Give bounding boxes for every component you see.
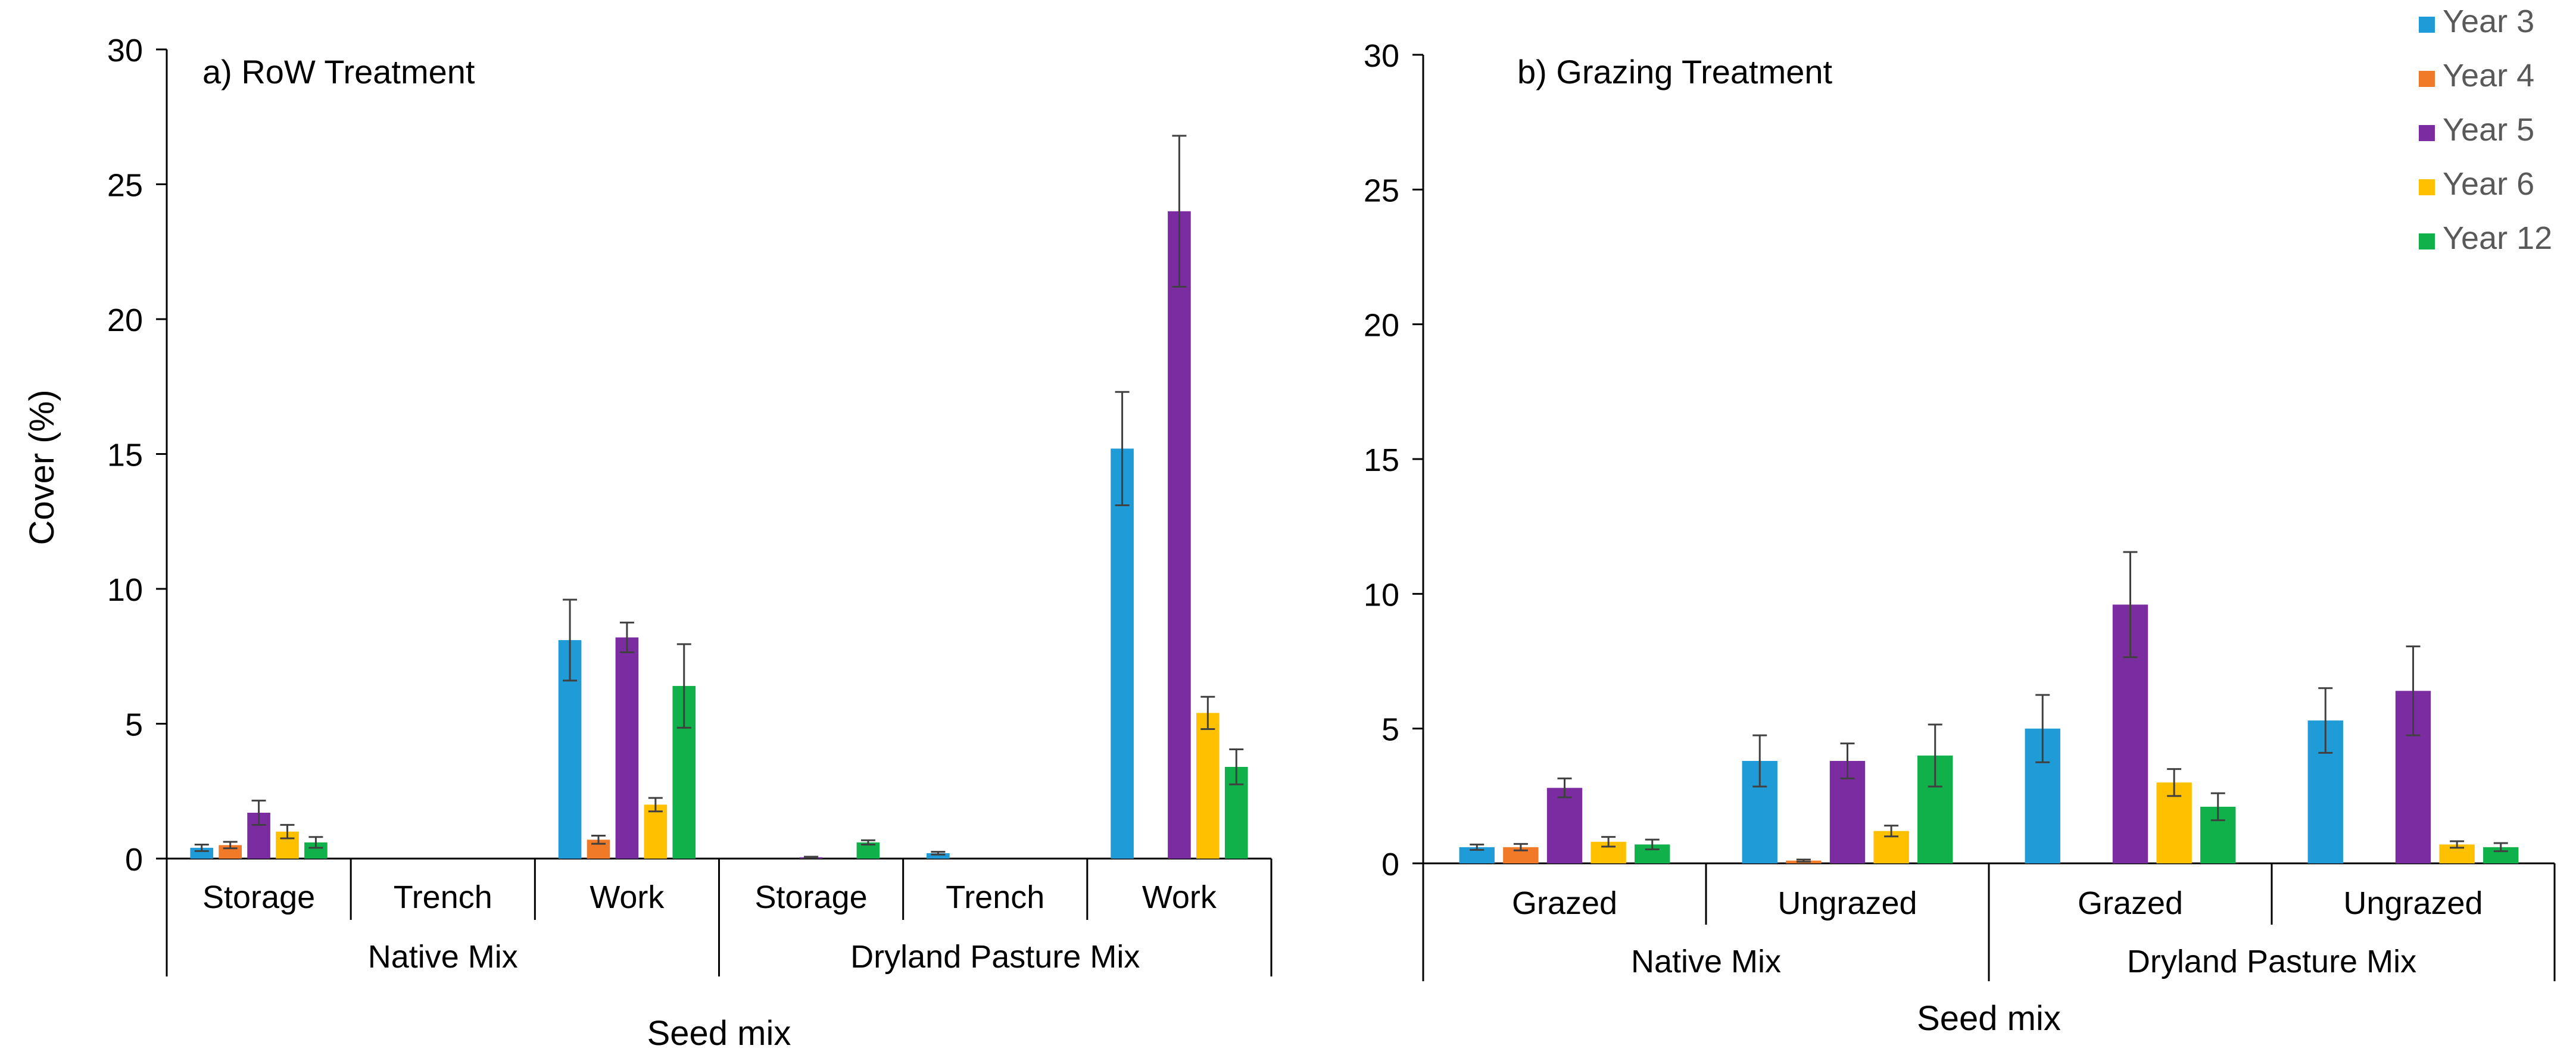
- p0-x-tick-label-native-mix-storage: Storage: [202, 879, 315, 915]
- legend-label-year-6: Year 6: [2443, 166, 2534, 202]
- panel-grazing-treatment: b) Grazing Treatment 0 5 10 15 20 25 30 Grazed Un…: [1364, 38, 2556, 1038]
- p0-y-tick-label-5: 5: [125, 707, 143, 743]
- legend-label-year-12: Year 12: [2443, 220, 2552, 256]
- p1-y-tick-label-25: 25: [1364, 173, 1399, 208]
- p0-y-tick-label-30: 30: [107, 33, 143, 68]
- p0-group-label-native-mix: Native Mix: [368, 939, 518, 975]
- legend-swatch-year-12: [2419, 233, 2435, 249]
- legend: Year 3 Year 4 Year 5 Year 6 Year 12: [2419, 4, 2552, 256]
- p0-x-tick-label-native-mix-work: Work: [590, 879, 665, 915]
- p0-y-tick-label-15: 15: [107, 438, 143, 473]
- p0-x-tick-label-dryland-pasture-mix-storage: Storage: [755, 879, 868, 915]
- p0-y-tick-label-20: 20: [107, 302, 143, 338]
- p1-x-tick-label-native-mix-ungrazed: Ungrazed: [1777, 885, 1917, 921]
- legend-label-year-4: Year 4: [2443, 58, 2534, 93]
- p1-y-tick-label-0: 0: [1381, 847, 1399, 882]
- p0-y-tick-label-25: 25: [107, 168, 143, 204]
- p1-chart-title: b) Grazing Treatment: [1517, 53, 1833, 91]
- p0-y-tick-label-0: 0: [125, 842, 143, 878]
- legend-label-year-5: Year 5: [2443, 112, 2534, 148]
- p1-y-tick-label-15: 15: [1364, 442, 1399, 478]
- legend-swatch-year-6: [2419, 179, 2435, 195]
- y-axis-label: Cover (%): [23, 389, 61, 545]
- p1-group-label-dryland-pasture-mix: Dryland Pasture Mix: [2127, 944, 2416, 979]
- p0-x-tick-label-native-mix-trench: Trench: [394, 879, 492, 915]
- p0-bar-year-3-dryland-pasture-mix-trench: [927, 853, 950, 859]
- panel-row-treatment: a) RoW Treatment 0 5 10 15 20 25 30 Storage Trenc…: [107, 33, 1273, 1053]
- p1-x-tick-label-dryland-pasture-mix-ungrazed: Ungrazed: [2343, 885, 2483, 921]
- p0-bar-year-6-dryland-pasture-mix-work: [1196, 713, 1220, 859]
- p1-bar-year-5-native-mix-grazed: [1546, 788, 1583, 863]
- p0-bar-year-6-native-mix-work: [644, 804, 668, 859]
- p0-bar-year-5-dryland-pasture-mix-work: [1168, 211, 1191, 859]
- p0-y-tick-label-10: 10: [107, 572, 143, 608]
- legend-swatch-year-5: [2419, 125, 2435, 141]
- p1-group-label-native-mix: Native Mix: [1631, 944, 1781, 979]
- legend-swatch-year-3: [2419, 17, 2435, 33]
- p0-x-tick-label-dryland-pasture-mix-trench: Trench: [946, 879, 1044, 915]
- p0-bar-year-5-native-mix-work: [615, 637, 639, 859]
- p0-chart-title: a) RoW Treatment: [202, 53, 475, 91]
- legend-label-year-3: Year 3: [2443, 4, 2534, 39]
- p0-x-axis-label: Seed mix: [647, 1014, 791, 1053]
- p1-x-axis-label: Seed mix: [1917, 999, 2061, 1038]
- p0-bar-year-3-dryland-pasture-mix-work: [1111, 448, 1134, 859]
- p1-y-tick-label-5: 5: [1381, 712, 1399, 748]
- p0-group-label-dryland-pasture-mix: Dryland Pasture Mix: [850, 939, 1140, 975]
- p1-y-tick-label-30: 30: [1364, 38, 1399, 74]
- legend-swatch-year-4: [2419, 71, 2435, 87]
- p1-x-tick-label-dryland-pasture-mix-grazed: Grazed: [2078, 885, 2183, 921]
- p1-y-tick-label-10: 10: [1364, 577, 1399, 613]
- p0-x-tick-label-dryland-pasture-mix-work: Work: [1142, 879, 1217, 915]
- p1-y-tick-label-20: 20: [1364, 308, 1399, 344]
- p1-x-tick-label-native-mix-grazed: Grazed: [1512, 885, 1617, 921]
